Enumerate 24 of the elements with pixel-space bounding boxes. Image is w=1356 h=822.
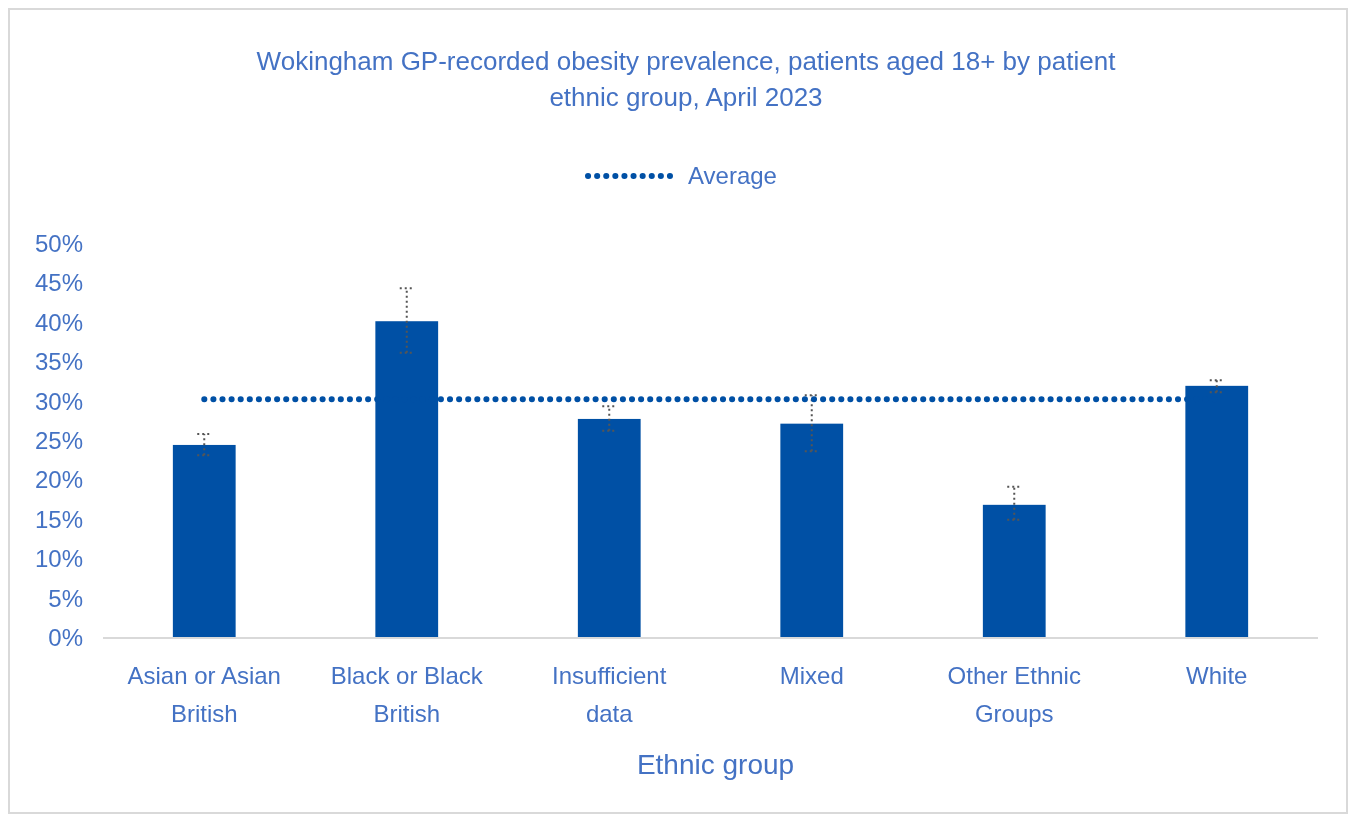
- x-axis-title: Ethnic group: [636, 749, 795, 780]
- y-tick-label: 50%: [34, 230, 83, 257]
- y-tick-label: 35%: [34, 348, 83, 376]
- y-tick-label: 25%: [34, 427, 83, 454]
- x-tick-label: White: [1186, 662, 1248, 689]
- y-tick-label: 5%: [48, 584, 83, 612]
- y-tick-label: 40%: [34, 308, 83, 336]
- x-tick-label: Other Ethnic Groups: [947, 662, 1081, 727]
- y-tick-label: 20%: [34, 466, 83, 494]
- y-tick-label: 30%: [34, 387, 83, 415]
- x-tick-label: Insufficient data: [552, 662, 667, 727]
- y-tick-label: 45%: [34, 269, 83, 297]
- chart-title: Wokingham GP-recorded obesity prevalence, patients aged 18+ by patient ethnic group, April 2023: [256, 46, 1117, 112]
- legend-label: Average: [688, 162, 777, 189]
- y-tick-label: 15%: [34, 505, 83, 533]
- y-tick-label: 10%: [34, 545, 83, 573]
- y-tick-label: 0%: [48, 624, 83, 651]
- x-tick-label: Asian or Asian British: [127, 662, 281, 727]
- x-tick-label: Black or Black British: [330, 662, 484, 727]
- bar: [982, 504, 1046, 638]
- bar: [780, 423, 844, 638]
- bar: [172, 444, 236, 638]
- bar: [577, 418, 641, 638]
- x-tick-label: Mixed: [779, 662, 844, 689]
